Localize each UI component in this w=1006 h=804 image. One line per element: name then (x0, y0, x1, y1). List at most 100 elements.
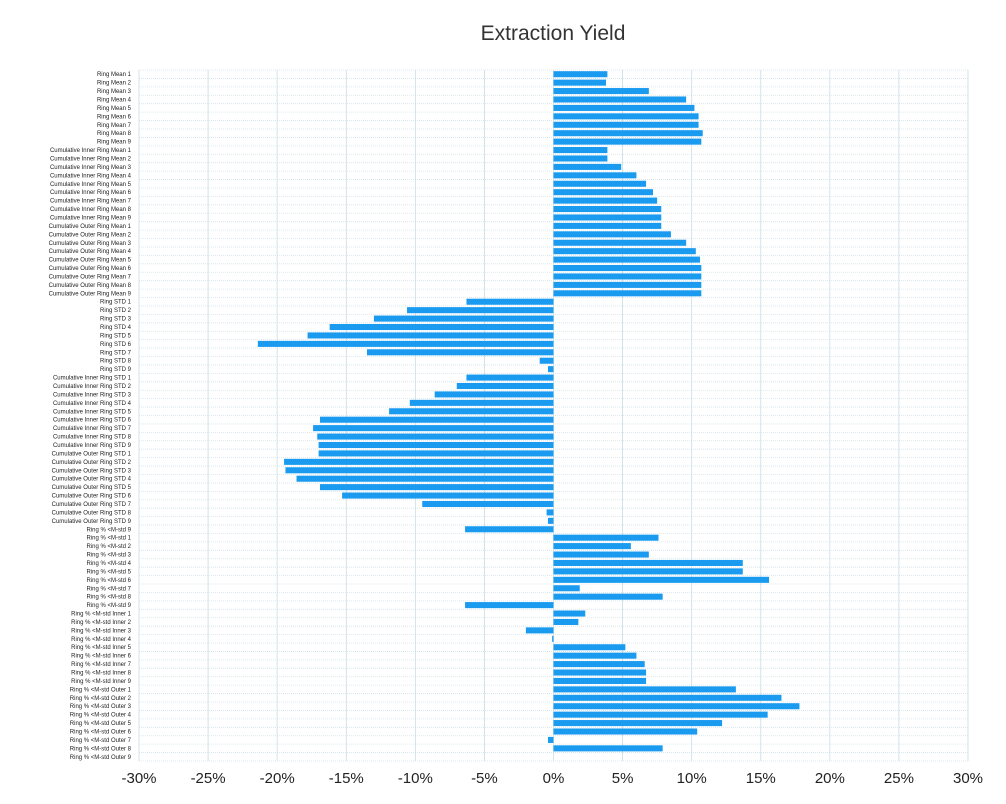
bar (553, 728, 698, 735)
category-label: Cumulative Inner Ring Mean 1 (50, 148, 132, 154)
bar (553, 197, 658, 204)
category-label: Ring % <M-std 2 (86, 544, 131, 550)
x-tick-label: -20% (260, 770, 295, 787)
x-tick-label: 5% (612, 770, 634, 787)
bar (553, 121, 699, 128)
category-label: Ring % <M-std 7 (86, 586, 131, 592)
category-label: Cumulative Outer Ring Mean 3 (49, 241, 132, 247)
bar (553, 96, 687, 103)
bar (553, 172, 637, 179)
bar (553, 147, 608, 154)
category-label: Ring % <M-std 6 (86, 578, 131, 584)
category-label: Ring % <M-std Inner 7 (71, 662, 132, 668)
category-label: Ring Mean 8 (97, 131, 132, 137)
category-label: Cumulative Outer Ring STD 4 (52, 477, 132, 483)
bar (329, 323, 554, 331)
bar (553, 163, 622, 170)
category-label: Ring Mean 5 (97, 106, 132, 112)
category-label: Cumulative Inner Ring Mean 9 (50, 215, 132, 221)
bar (319, 416, 554, 423)
category-label: Cumulative Inner Ring STD 7 (53, 426, 132, 432)
category-label: Ring % <M-std Outer 7 (70, 738, 132, 744)
bar (553, 248, 696, 255)
bar (553, 669, 647, 676)
x-tick-label: 20% (815, 770, 845, 787)
x-tick-label: 10% (677, 770, 707, 787)
category-label: Cumulative Outer Ring Mean 2 (49, 232, 132, 238)
bar (296, 475, 554, 482)
bar (553, 534, 659, 541)
category-label: Cumulative Inner Ring STD 6 (53, 418, 132, 424)
bar (553, 239, 687, 246)
category-label: Cumulative Inner Ring STD 4 (53, 401, 132, 407)
category-label: Ring Mean 1 (97, 72, 132, 78)
bar (553, 281, 702, 288)
category-label: Ring STD 5 (100, 333, 132, 339)
category-label: Ring % <M-std 3 (86, 553, 131, 559)
category-label: Ring STD 8 (100, 359, 132, 365)
category-label: Ring % <M-std Inner 6 (71, 654, 132, 660)
category-label: Cumulative Inner Ring STD 2 (53, 384, 132, 390)
bar (553, 130, 703, 137)
category-label: Cumulative Outer Ring STD 1 (52, 451, 132, 457)
x-tick-label: -25% (191, 770, 226, 787)
category-label: Cumulative Inner Ring Mean 2 (50, 156, 132, 162)
category-label: Ring % <M-std Inner 8 (71, 671, 132, 677)
bar (547, 517, 554, 524)
bar (553, 222, 662, 229)
category-label: Cumulative Outer Ring Mean 4 (49, 249, 132, 255)
category-label: Ring % <M-std 1 (86, 536, 131, 542)
bar (466, 374, 554, 381)
bar (285, 467, 554, 474)
category-label: Cumulative Outer Ring Mean 5 (49, 258, 132, 264)
x-tick-label: 15% (746, 770, 776, 787)
category-label: Ring Mean 7 (97, 123, 132, 129)
category-label: Ring % <M-std Outer 8 (70, 746, 132, 752)
bar (553, 264, 702, 272)
category-label: Cumulative Outer Ring STD 7 (52, 502, 132, 508)
bar (553, 290, 702, 297)
bar (422, 500, 554, 508)
bar (553, 559, 743, 567)
bar (552, 635, 554, 642)
category-label: Cumulative Inner Ring STD 5 (53, 409, 132, 415)
category-label: Ring Mean 6 (97, 114, 132, 120)
bar (317, 433, 554, 440)
category-label: Cumulative Outer Ring STD 5 (52, 485, 132, 491)
x-tick-label: -5% (471, 770, 498, 787)
bar (553, 180, 647, 187)
bar (465, 526, 554, 533)
bar (553, 585, 580, 592)
bar (553, 593, 663, 600)
bar (553, 644, 626, 651)
bar (547, 736, 554, 743)
bar (539, 357, 554, 364)
bar (553, 694, 782, 701)
category-label: Ring % <M-std Outer 1 (70, 687, 132, 693)
category-label: Cumulative Inner Ring Mean 8 (50, 207, 132, 213)
category-label: Cumulative Inner Ring STD 8 (53, 435, 132, 441)
x-tick-label: -10% (398, 770, 433, 787)
bar (553, 138, 702, 145)
bar (553, 745, 663, 752)
bar (318, 450, 554, 457)
bar (553, 256, 700, 263)
bar (307, 332, 554, 339)
bar (553, 686, 736, 693)
category-label: Cumulative Outer Ring Mean 6 (49, 266, 132, 272)
bar (319, 484, 554, 491)
category-label: Cumulative Outer Ring Mean 8 (49, 283, 132, 289)
bar (434, 391, 554, 398)
bar (553, 576, 770, 583)
bar (553, 610, 586, 617)
bar (547, 366, 554, 373)
category-label: Cumulative Outer Ring STD 2 (52, 460, 132, 466)
category-label: Ring % <M-std Inner 1 (71, 612, 132, 618)
category-label: Ring % <M-std Inner 2 (71, 620, 132, 626)
bar (553, 711, 768, 718)
category-label: Ring % <M-std Inner 4 (71, 637, 132, 643)
category-label: Ring % <M-std Outer 4 (70, 713, 132, 719)
bar (553, 543, 631, 550)
category-label: Cumulative Inner Ring Mean 3 (50, 165, 132, 171)
